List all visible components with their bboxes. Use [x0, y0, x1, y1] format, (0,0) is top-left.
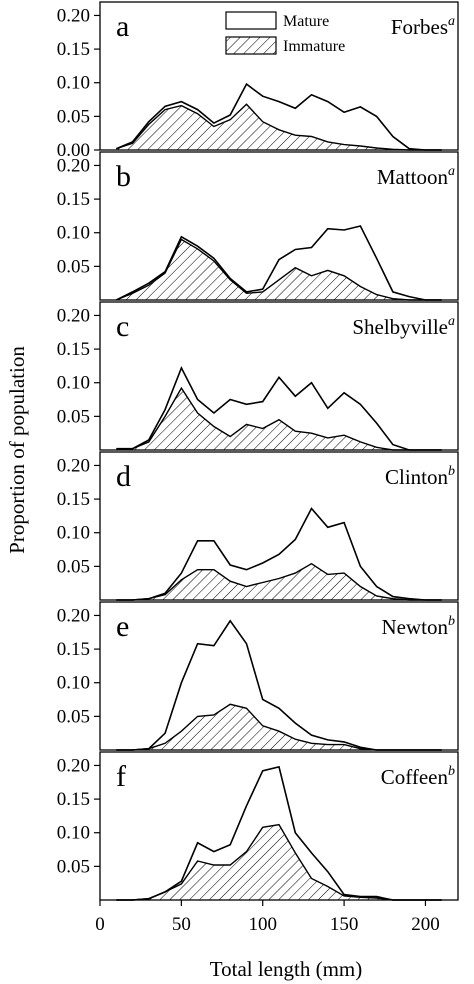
site-superscript: a — [448, 14, 455, 29]
y-tick-label: 0.05 — [57, 856, 90, 877]
y-tick-label: 0.10 — [57, 523, 90, 544]
mature-line-d — [116, 507, 442, 601]
site-superscript: b — [448, 764, 455, 779]
panel-letter: a — [116, 10, 129, 43]
site-superscript: a — [448, 314, 455, 329]
panel-c: 0.05 0.10 0.15 0.20 c Shelbyvillea — [57, 301, 459, 451]
immature-area-a — [116, 104, 442, 150]
site-name: Forbes — [391, 15, 448, 39]
panel-b: 0.05 0.10 0.15 0.20 b Mattoona — [57, 151, 459, 301]
site-superscript: b — [448, 614, 455, 629]
y-tick-label: 0.05 — [57, 706, 90, 727]
y-tick-label: 0.10 — [57, 73, 90, 94]
y-tick-label: 0.10 — [57, 823, 90, 844]
immature-area-f — [116, 824, 442, 900]
y-tick-label: 0.10 — [57, 373, 90, 394]
x-tick-label: 100 — [248, 914, 277, 935]
immature-area-b — [116, 239, 442, 300]
mature-line-c — [116, 365, 442, 451]
y-tick-label: 0.15 — [57, 789, 90, 810]
panel-letter: f — [116, 760, 126, 793]
site-name: Mattoon — [377, 165, 449, 189]
immature-line-c — [116, 386, 442, 451]
panel-letter: b — [116, 160, 131, 193]
y-tick-label: 0.20 — [57, 5, 90, 26]
mature-line-e — [116, 619, 442, 751]
panel-d: 0.05 0.10 0.15 0.20 d Clintonb — [57, 451, 459, 601]
y-tick-label: 0.20 — [57, 155, 90, 176]
legend-mature-label: Mature — [283, 13, 329, 30]
y-tick-label: 0.05 — [57, 556, 90, 577]
y-tick-label: 0.05 — [57, 106, 90, 127]
panel-f: 0.05 0.10 0.15 0.20 f Coffeenb — [57, 751, 459, 906]
mature-line-a — [115, 82, 442, 151]
site-superscript: b — [448, 464, 455, 479]
immature-area-e — [116, 704, 442, 750]
site-superscript: a — [448, 164, 455, 179]
immature-line-a — [116, 103, 442, 151]
site-label: Forbesa — [391, 14, 455, 39]
y-tick-label: 0.20 — [57, 455, 90, 476]
x-axis-title: Total length (mm) — [210, 957, 363, 981]
y-tick-label: 0.05 — [57, 256, 90, 277]
y-tick-label: 0.10 — [57, 223, 90, 244]
immature-area-c — [116, 388, 442, 450]
site-name: Shelbyville — [352, 315, 448, 339]
mature-line-f — [116, 765, 442, 901]
site-name: Coffeen — [381, 765, 449, 789]
legend-immature-swatch — [225, 36, 277, 55]
site-label: Clintonb — [385, 464, 455, 489]
panel-a: 0.000.050.100.150.20 a Forbesa — [57, 1, 459, 161]
y-tick-label: 0.15 — [57, 639, 90, 660]
site-name: Clinton — [385, 465, 449, 489]
panels-group: 0.000.050.100.150.20 a Forbesa0.050.100.15… — [57, 1, 459, 935]
y-tick-label: 0.20 — [57, 305, 90, 326]
legend: Mature Immature — [225, 11, 345, 55]
panel-e: 0.05 0.10 0.15 0.20 e Newtonb — [57, 601, 459, 751]
x-tick-label: 50 — [172, 914, 191, 935]
immature-area-d — [116, 563, 442, 600]
y-tick-label: 0.05 — [57, 406, 90, 427]
panel-letter: c — [116, 310, 129, 343]
x-tick-label: 150 — [330, 914, 359, 935]
y-tick-label: 0.20 — [57, 605, 90, 626]
y-tick-label: 0.15 — [57, 339, 90, 360]
mature-line-b — [115, 225, 442, 301]
legend-immature-label: Immature — [283, 38, 345, 55]
x-tick-label: 0 — [95, 914, 105, 935]
x-tick-label: 200 — [411, 914, 440, 935]
y-tick-label: 0.00 — [57, 140, 90, 161]
y-tick-label: 0.10 — [57, 673, 90, 694]
y-tick-label: 0.15 — [57, 39, 90, 60]
site-name: Newton — [382, 615, 449, 639]
panel-letter: e — [116, 610, 129, 643]
panel-letter: d — [116, 460, 131, 493]
site-label: Shelbyvillea — [352, 314, 455, 339]
site-label: Mattoona — [377, 164, 455, 189]
site-label: Coffeenb — [381, 764, 455, 789]
site-label: Newtonb — [382, 614, 456, 639]
y-axis-title: Proportion of population — [5, 346, 29, 554]
legend-mature-swatch — [225, 11, 277, 30]
y-tick-label: 0.15 — [57, 489, 90, 510]
immature-line-d — [116, 562, 442, 601]
y-tick-label: 0.20 — [57, 755, 90, 776]
y-tick-label: 0.15 — [57, 189, 90, 210]
